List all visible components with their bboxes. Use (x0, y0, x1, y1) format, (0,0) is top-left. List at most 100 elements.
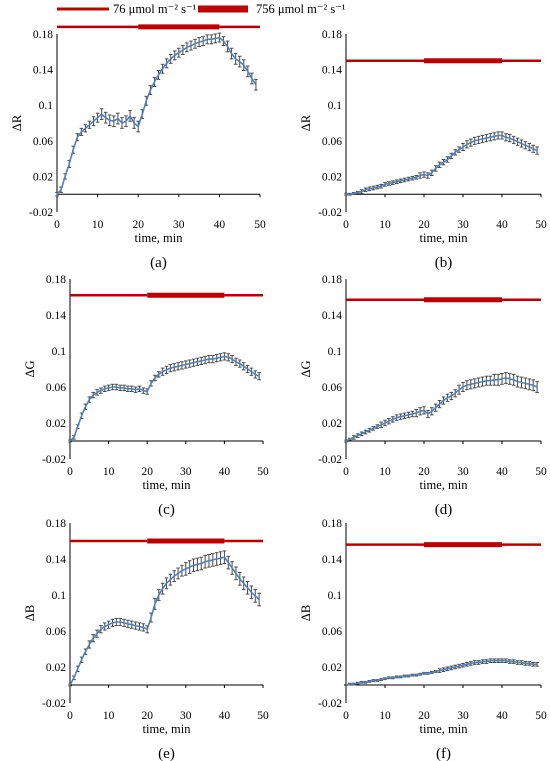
x-tick-label: 20 (418, 466, 430, 478)
y-tick-label: 0.14 (322, 554, 342, 566)
panel-label: (a) (150, 255, 167, 271)
legend: 76 μmol m⁻² s⁻¹ 756 μmol m⁻² s⁻¹ (57, 2, 346, 16)
y-tick-label: 0.1 (328, 346, 343, 358)
x-tick-label: 0 (67, 710, 73, 722)
y-tick-label: -0.02 (42, 454, 66, 466)
y-axis-label: ΔB (23, 605, 37, 621)
panel-label: (f) (436, 746, 451, 761)
y-axis-label: ΔB (299, 605, 313, 621)
y-tick-label: 0.14 (46, 554, 66, 566)
x-axis-label: time, min (420, 231, 469, 245)
y-axis-label: ΔG (299, 360, 313, 377)
panel-label: (e) (158, 746, 175, 761)
y-tick-label: 0.14 (33, 65, 53, 77)
y-tick-label: 0.06 (322, 136, 342, 148)
x-tick-label: 40 (496, 466, 508, 478)
x-tick-label: 0 (54, 219, 60, 231)
x-tick-label: 50 (257, 466, 269, 478)
series-line (56, 36, 257, 195)
y-tick-label: 0.14 (322, 310, 342, 322)
y-tick-label: -0.02 (29, 207, 53, 219)
x-tick-label: 20 (418, 219, 430, 231)
series-line (345, 377, 538, 442)
x-tick-label: 30 (173, 219, 185, 231)
panel-f: -0.02 0.02 0.06 0.1 0.14 0.18 0 10 20 30 40 50 time,… (299, 518, 547, 761)
x-tick-label: 50 (254, 219, 266, 231)
x-tick-label: 30 (457, 219, 469, 231)
series-line (69, 355, 260, 442)
x-tick-label: 0 (343, 466, 349, 478)
x-tick-label: 20 (132, 219, 144, 231)
legend-low-light-label: 76 μmol m⁻² s⁻¹ (113, 2, 197, 16)
y-tick-label: 0.18 (46, 518, 66, 530)
x-tick-label: 40 (214, 219, 226, 231)
x-tick-label: 40 (496, 710, 508, 722)
y-axis-label: ΔR (299, 114, 313, 131)
x-tick-label: 10 (103, 710, 115, 722)
panel-d: -0.02 0.02 0.06 0.1 0.14 0.18 0 10 20 30 40 50 time,… (299, 274, 547, 518)
x-tick-label: 40 (219, 710, 231, 722)
y-tick-label: -0.02 (318, 454, 342, 466)
y-tick-label: 0.02 (322, 418, 342, 430)
y-tick-label: 0.1 (328, 590, 343, 602)
y-tick-label: 0.06 (322, 382, 342, 394)
y-tick-label: 0.1 (52, 590, 67, 602)
y-tick-label: 0.1 (52, 346, 67, 358)
x-tick-label: 40 (219, 466, 231, 478)
y-tick-label: 0.18 (33, 29, 53, 41)
x-tick-label: 30 (180, 466, 192, 478)
x-axis-label: time, min (420, 722, 469, 736)
x-axis-label: time, min (143, 722, 192, 736)
y-tick-label: -0.02 (42, 698, 66, 710)
series-line (346, 134, 538, 195)
y-tick-label: 0.1 (328, 100, 343, 112)
x-tick-label: 0 (343, 219, 349, 231)
y-tick-label: 0.02 (322, 171, 342, 183)
x-tick-label: 50 (535, 466, 547, 478)
y-axis-label: ΔR (10, 114, 24, 131)
y-tick-label: 0.02 (46, 418, 66, 430)
panel-label: (d) (435, 502, 453, 518)
x-tick-label: 50 (535, 710, 547, 722)
y-tick-label: 0.06 (46, 626, 66, 638)
panel-label: (b) (435, 255, 453, 271)
y-tick-label: 0.14 (46, 310, 66, 322)
y-axis-label: ΔG (23, 360, 37, 377)
x-tick-label: 30 (457, 710, 469, 722)
panel-b: -0.02 0.02 0.06 0.1 0.14 0.18 0 10 20 30 40 50 time,… (299, 29, 547, 271)
x-tick-label: 30 (180, 710, 192, 722)
x-axis-label: time, min (135, 231, 184, 245)
x-tick-label: 40 (496, 219, 508, 231)
x-tick-label: 50 (535, 219, 547, 231)
x-tick-label: 20 (418, 710, 430, 722)
panel-c: -0.02 0.02 0.06 0.1 0.14 0.18 0 10 20 30 40 50 time,… (23, 274, 269, 518)
error-bar (257, 372, 261, 381)
y-tick-label: 0.06 (33, 136, 53, 148)
x-axis-label: time, min (143, 478, 192, 492)
y-tick-label: -0.02 (318, 698, 342, 710)
panel-a: -0.02 0.02 0.06 0.1 0.14 0.18 0 10 20 30 40 50 time,… (10, 24, 266, 271)
y-tick-label: 0.18 (322, 29, 342, 41)
series-line (69, 556, 260, 686)
y-tick-label: 0.18 (46, 274, 66, 286)
series-line (345, 659, 538, 686)
x-tick-label: 10 (379, 219, 391, 231)
panel-label: (c) (158, 502, 175, 518)
x-tick-label: 0 (67, 466, 73, 478)
y-tick-label: 0.18 (322, 518, 342, 530)
y-tick-label: 0.06 (322, 626, 342, 638)
y-tick-label: 0.14 (322, 65, 342, 77)
x-tick-label: 10 (379, 466, 391, 478)
x-axis-label: time, min (420, 478, 469, 492)
y-tick-label: 0.02 (46, 662, 66, 674)
y-tick-label: -0.02 (318, 207, 342, 219)
x-tick-label: 10 (379, 710, 391, 722)
x-tick-label: 10 (103, 466, 115, 478)
legend-high-light-label: 756 μmol m⁻² s⁻¹ (256, 2, 346, 16)
y-tick-label: 0.1 (39, 100, 54, 112)
y-tick-label: 0.06 (46, 382, 66, 394)
y-tick-label: 0.02 (322, 662, 342, 674)
x-tick-label: 20 (141, 710, 153, 722)
panel-e: -0.02 0.02 0.06 0.1 0.14 0.18 0 10 20 30 40 50 time,… (23, 518, 269, 761)
